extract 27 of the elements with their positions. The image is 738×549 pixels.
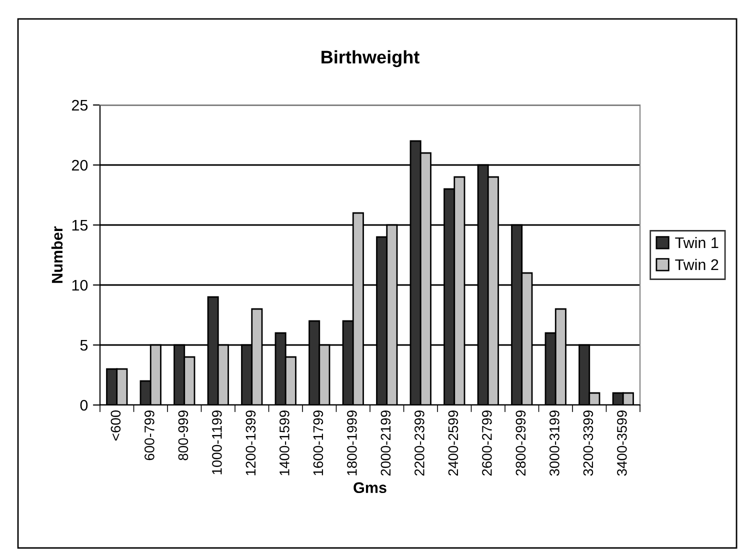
y-tick-label: 15 (72, 220, 88, 231)
y-tick-label: 0 (80, 400, 88, 411)
chart-title: Birthweight (322, 50, 420, 68)
x-tick-label: 1600-1799 (313, 410, 324, 476)
y-tick-label: 5 (80, 340, 88, 351)
x-tick-label: 1200-1399 (246, 410, 256, 476)
y-tick-label: 25 (72, 100, 88, 111)
x-tick-label: 2600-2799 (482, 410, 492, 476)
legend-label: Twin 1 (675, 236, 718, 248)
x-axis-title: Gms (354, 482, 386, 494)
x-tick-label: 2200-2399 (414, 410, 424, 476)
x-tick-label: 1000-1199 (212, 410, 222, 474)
x-tick-label: 2800-2999 (516, 410, 526, 476)
x-tick-label: 3200-3399 (583, 410, 594, 476)
x-tick-label: 3000-3199 (550, 410, 560, 476)
x-tick-label: 1800-1999 (347, 410, 357, 476)
legend-label: Twin 2 (675, 258, 718, 270)
x-tick-label: 800-999 (178, 410, 188, 460)
x-tick-label: 2400-2599 (448, 410, 458, 476)
y-axis-title: Number (51, 226, 63, 283)
x-tick-label: <600 (110, 410, 121, 440)
y-tick-label: 20 (72, 160, 88, 171)
x-tick-label: 2000-2199 (380, 410, 391, 476)
y-tick-label: 10 (72, 280, 88, 291)
x-tick-label: 600-799 (144, 410, 154, 460)
x-tick-label: 3400-3599 (617, 410, 627, 476)
x-tick-label: 1400-1599 (280, 410, 290, 476)
